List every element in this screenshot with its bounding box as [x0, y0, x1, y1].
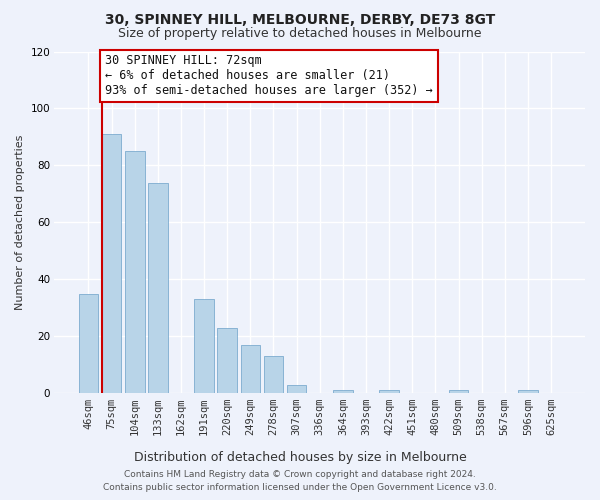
Text: Size of property relative to detached houses in Melbourne: Size of property relative to detached ho…	[118, 28, 482, 40]
Bar	[148, 182, 167, 394]
Bar	[194, 300, 214, 394]
Bar	[379, 390, 399, 394]
Bar	[217, 328, 237, 394]
Bar	[518, 390, 538, 394]
Bar	[79, 294, 98, 394]
Bar	[263, 356, 283, 394]
Bar	[287, 385, 307, 394]
Text: 30 SPINNEY HILL: 72sqm
← 6% of detached houses are smaller (21)
93% of semi-deta: 30 SPINNEY HILL: 72sqm ← 6% of detached …	[105, 54, 433, 98]
Text: 30, SPINNEY HILL, MELBOURNE, DERBY, DE73 8GT: 30, SPINNEY HILL, MELBOURNE, DERBY, DE73…	[105, 12, 495, 26]
Text: Distribution of detached houses by size in Melbourne: Distribution of detached houses by size …	[134, 451, 466, 464]
Bar	[241, 345, 260, 394]
Text: Contains HM Land Registry data © Crown copyright and database right 2024.
Contai: Contains HM Land Registry data © Crown c…	[103, 470, 497, 492]
Bar	[125, 151, 145, 394]
Bar	[449, 390, 469, 394]
Bar	[333, 390, 353, 394]
Y-axis label: Number of detached properties: Number of detached properties	[15, 134, 25, 310]
Bar	[102, 134, 121, 394]
